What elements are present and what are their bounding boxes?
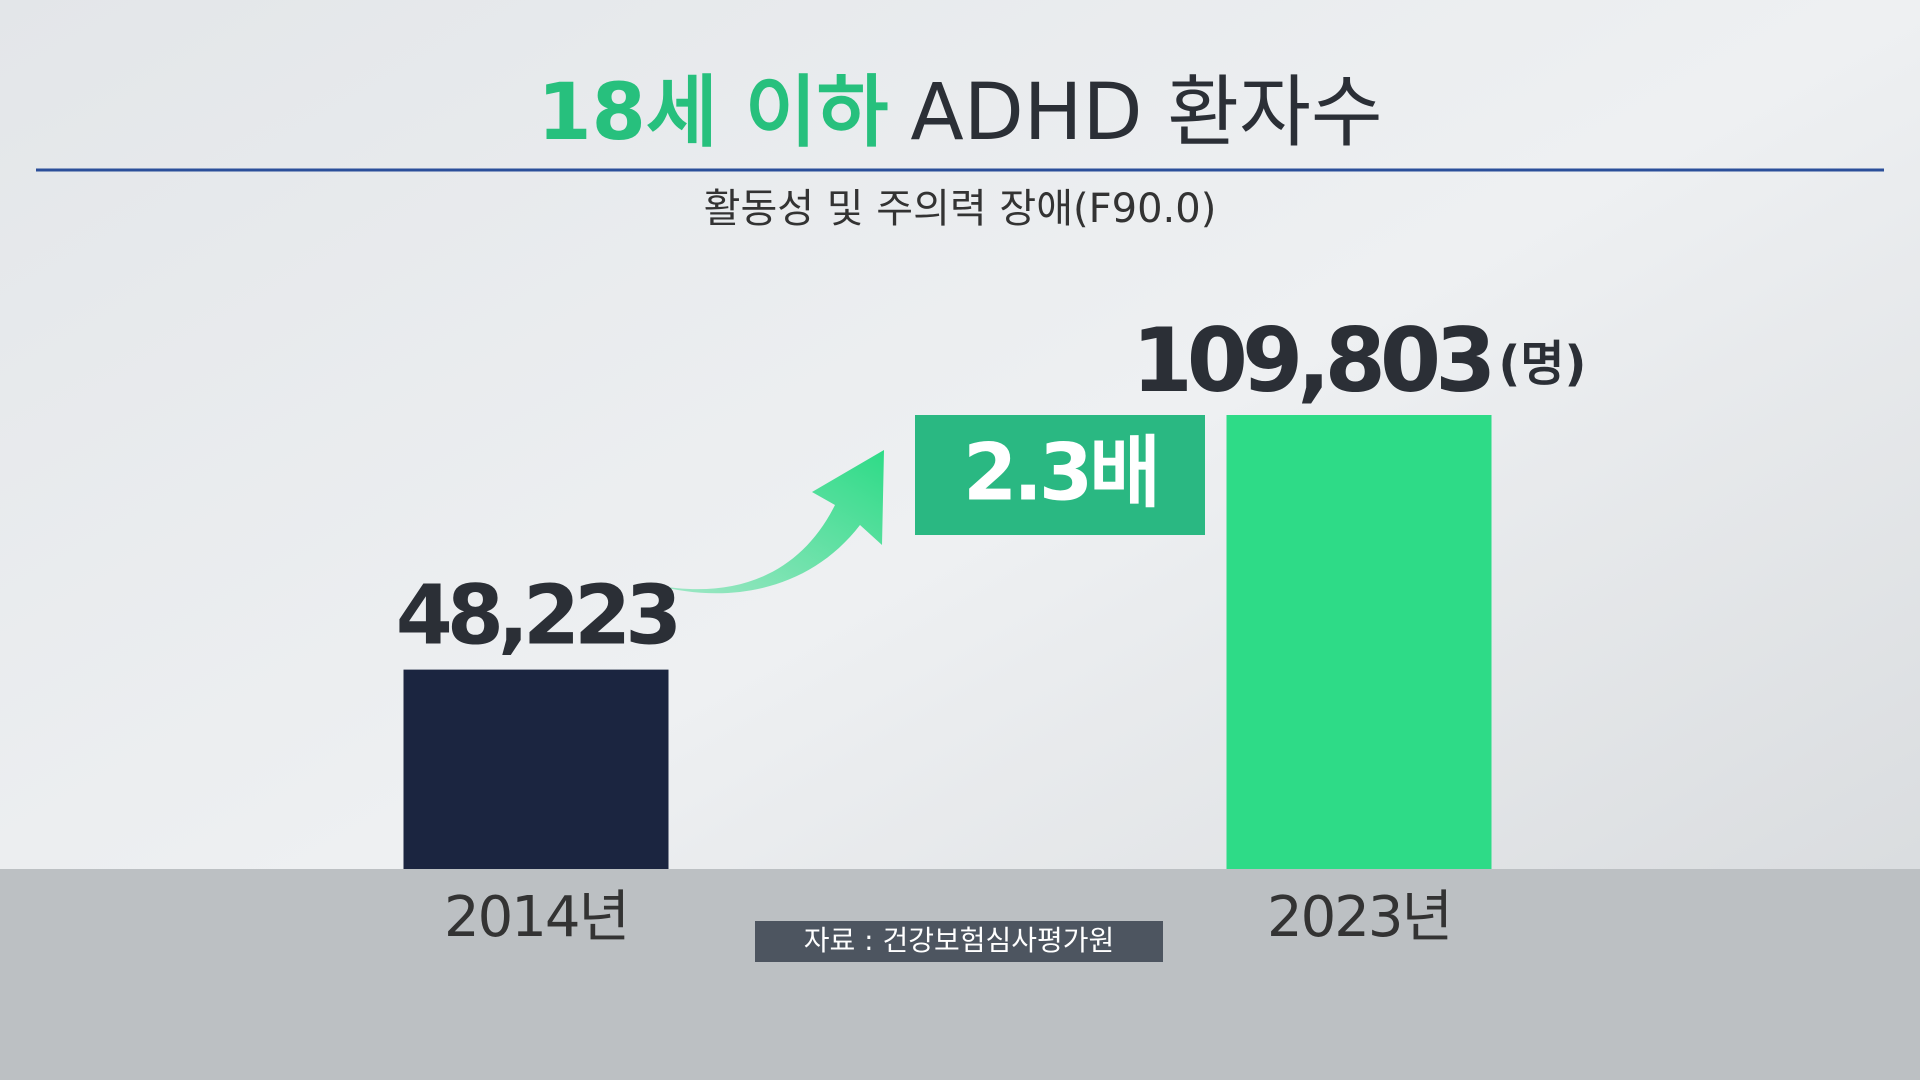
x-tick-label: 2023년 bbox=[1267, 885, 1451, 950]
source: 자료 : 건강보험심사평가원 bbox=[804, 924, 1115, 957]
x-tick-label: 2014년 bbox=[444, 885, 628, 950]
source-box bbox=[755, 921, 1163, 962]
growth-arrow bbox=[655, 450, 884, 594]
value-label: 48,223 bbox=[396, 569, 676, 664]
annotation-box bbox=[915, 415, 1205, 535]
value-text: 48,223 bbox=[396, 569, 676, 664]
value-label: 109,803 (명) bbox=[1132, 309, 1587, 412]
unit-label: (명) bbox=[1498, 336, 1586, 392]
title-main: ADHD 환자수 bbox=[910, 68, 1382, 158]
annotation: 2.3배 bbox=[963, 428, 1157, 518]
chart-title: 18세 이하 ADHD 환자수 bbox=[537, 68, 1382, 158]
floor-band bbox=[0, 869, 1920, 1080]
title-highlight: 18세 이하 bbox=[537, 68, 888, 158]
value-text: 109,803 bbox=[1132, 309, 1491, 412]
subtitle: 활동성 및 주의력 장애(F90.0) bbox=[704, 186, 1217, 232]
bar bbox=[403, 669, 669, 869]
bar bbox=[1226, 415, 1492, 869]
